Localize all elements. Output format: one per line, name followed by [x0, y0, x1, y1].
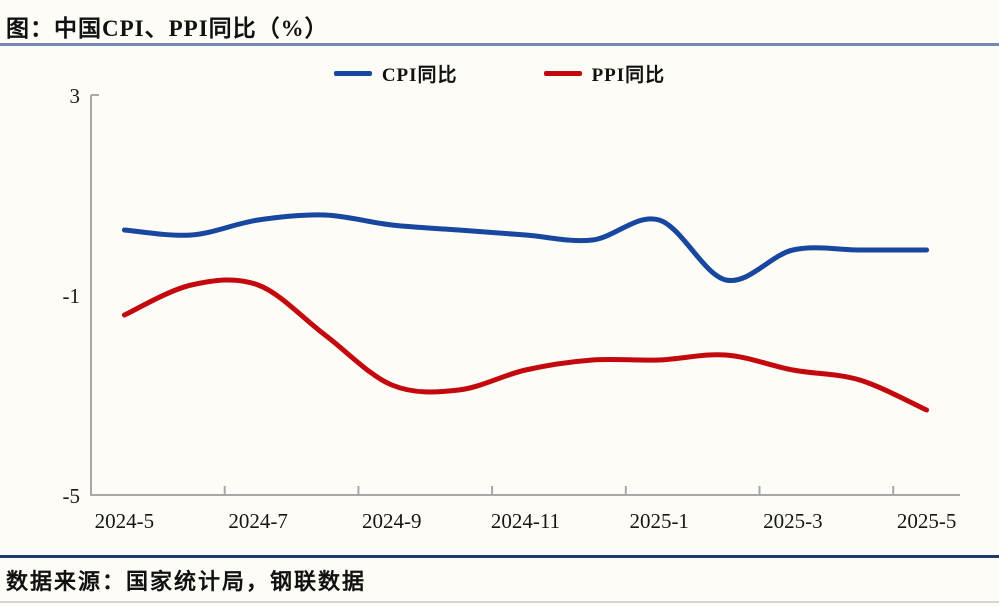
x-axis-ticks [223, 486, 895, 495]
legend-label-cpi: CPI同比 [381, 65, 458, 86]
x-axis-label: 2024-11 [491, 509, 560, 533]
x-axis-label: 2025-5 [897, 509, 957, 533]
legend-item-ppi: PPI同比 [543, 60, 666, 87]
legend: CPI同比 PPI同比 [0, 60, 999, 87]
y-axis-label: -5 [63, 484, 81, 508]
legend-label-ppi: PPI同比 [591, 65, 666, 86]
cpi-line [121, 212, 930, 284]
x-axis-label: 2024-5 [95, 509, 155, 533]
y-axis-label: -1 [63, 284, 81, 308]
title-divider [0, 43, 999, 46]
cpi-line-swatch [333, 71, 372, 76]
footer-divider [0, 555, 999, 558]
bottom-edge-line [0, 601, 999, 603]
x-axis-label: 2024-9 [362, 509, 422, 533]
series-lines [121, 212, 930, 413]
y-axis-labels: 3 -1 -5 [63, 84, 81, 508]
x-axis-label: 2025-1 [629, 509, 689, 533]
ppi-line [121, 277, 930, 413]
x-axis-label: 2024-7 [228, 509, 288, 533]
source-note: 数据来源：国家统计局，钢联数据 [6, 569, 367, 594]
chart-title: 图：中国CPI、PPI同比（%） [6, 16, 329, 41]
axis-lines [90, 94, 960, 496]
ppi-line-swatch [543, 71, 582, 76]
x-axis-label: 2025-3 [763, 509, 823, 533]
x-axis-labels: 2024-5 2024-7 2024-9 2024-11 2025-1 2025-3 202… [95, 509, 957, 533]
legend-item-cpi: CPI同比 [333, 60, 458, 87]
y-axis-label: 3 [70, 84, 81, 108]
